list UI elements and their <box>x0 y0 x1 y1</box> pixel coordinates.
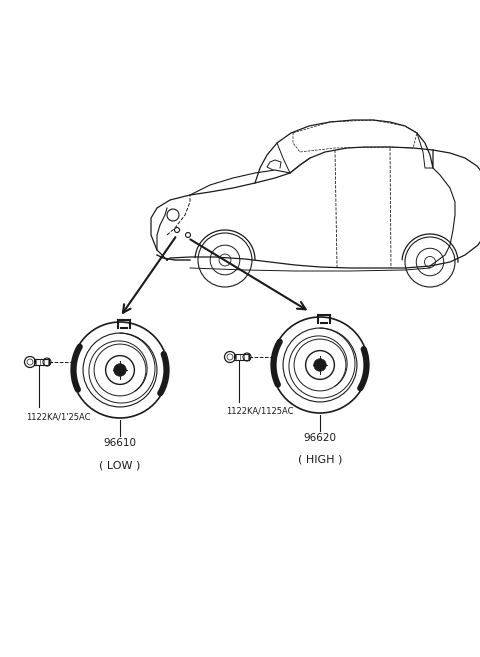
Text: 96620: 96620 <box>303 433 336 443</box>
Text: 1122KA/1'25AC: 1122KA/1'25AC <box>26 412 91 421</box>
Bar <box>34 359 49 365</box>
Circle shape <box>114 364 126 376</box>
Text: ( HIGH ): ( HIGH ) <box>298 455 342 465</box>
Text: ( LOW ): ( LOW ) <box>99 460 141 470</box>
Circle shape <box>314 359 326 371</box>
Text: 1122KA/1125AC: 1122KA/1125AC <box>226 407 293 416</box>
Circle shape <box>175 227 180 233</box>
Circle shape <box>185 233 191 237</box>
Text: 96610: 96610 <box>104 438 136 448</box>
Bar <box>234 354 249 360</box>
